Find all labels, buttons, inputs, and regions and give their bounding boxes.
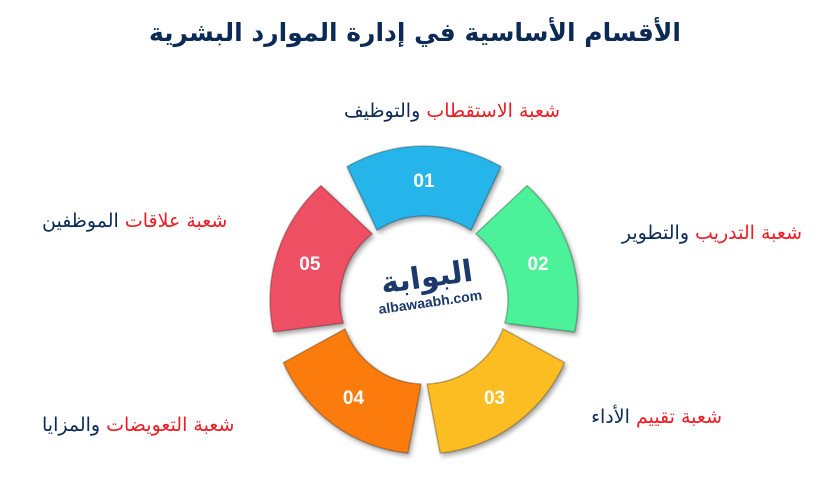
segment-01	[346, 145, 502, 232]
segment-number-01: 01	[413, 171, 435, 192]
label-04: شعبة التعويضات والمزايا	[42, 414, 234, 436]
label-blue: الموظفين	[42, 210, 119, 232]
label-red: شعبة الاستقطاب	[426, 100, 560, 122]
label-red: شعبة التدريب	[695, 222, 802, 244]
segment-05	[269, 184, 374, 333]
label-05: شعبة علاقات الموظفين	[42, 210, 227, 232]
label-blue: والمزايا	[42, 414, 101, 436]
segment-02	[474, 184, 579, 333]
segment-number-02: 02	[528, 254, 549, 275]
label-red: شعبة علاقات	[124, 210, 228, 232]
segment-03	[426, 327, 566, 454]
label-red: شعبة التعويضات	[106, 414, 235, 436]
label-01: شعبة الاستقطاب والتوظيف	[344, 100, 560, 122]
label-blue: والتطوير	[621, 222, 689, 244]
segment-number-03: 03	[484, 388, 505, 409]
label-03: شعبة تقييم الأداء	[591, 406, 722, 428]
page-title: الأقسام الأساسية في إدارة الموارد البشري…	[149, 18, 681, 47]
segment-number-05: 05	[299, 254, 321, 275]
label-blue: الأداء	[591, 406, 630, 428]
segment-number-04: 04	[343, 388, 365, 409]
label-02: شعبة التدريب والتطوير	[622, 222, 802, 244]
segment-04	[282, 327, 422, 454]
label-blue: والتوظيف	[343, 100, 421, 122]
label-red: شعبة تقييم	[635, 406, 722, 428]
